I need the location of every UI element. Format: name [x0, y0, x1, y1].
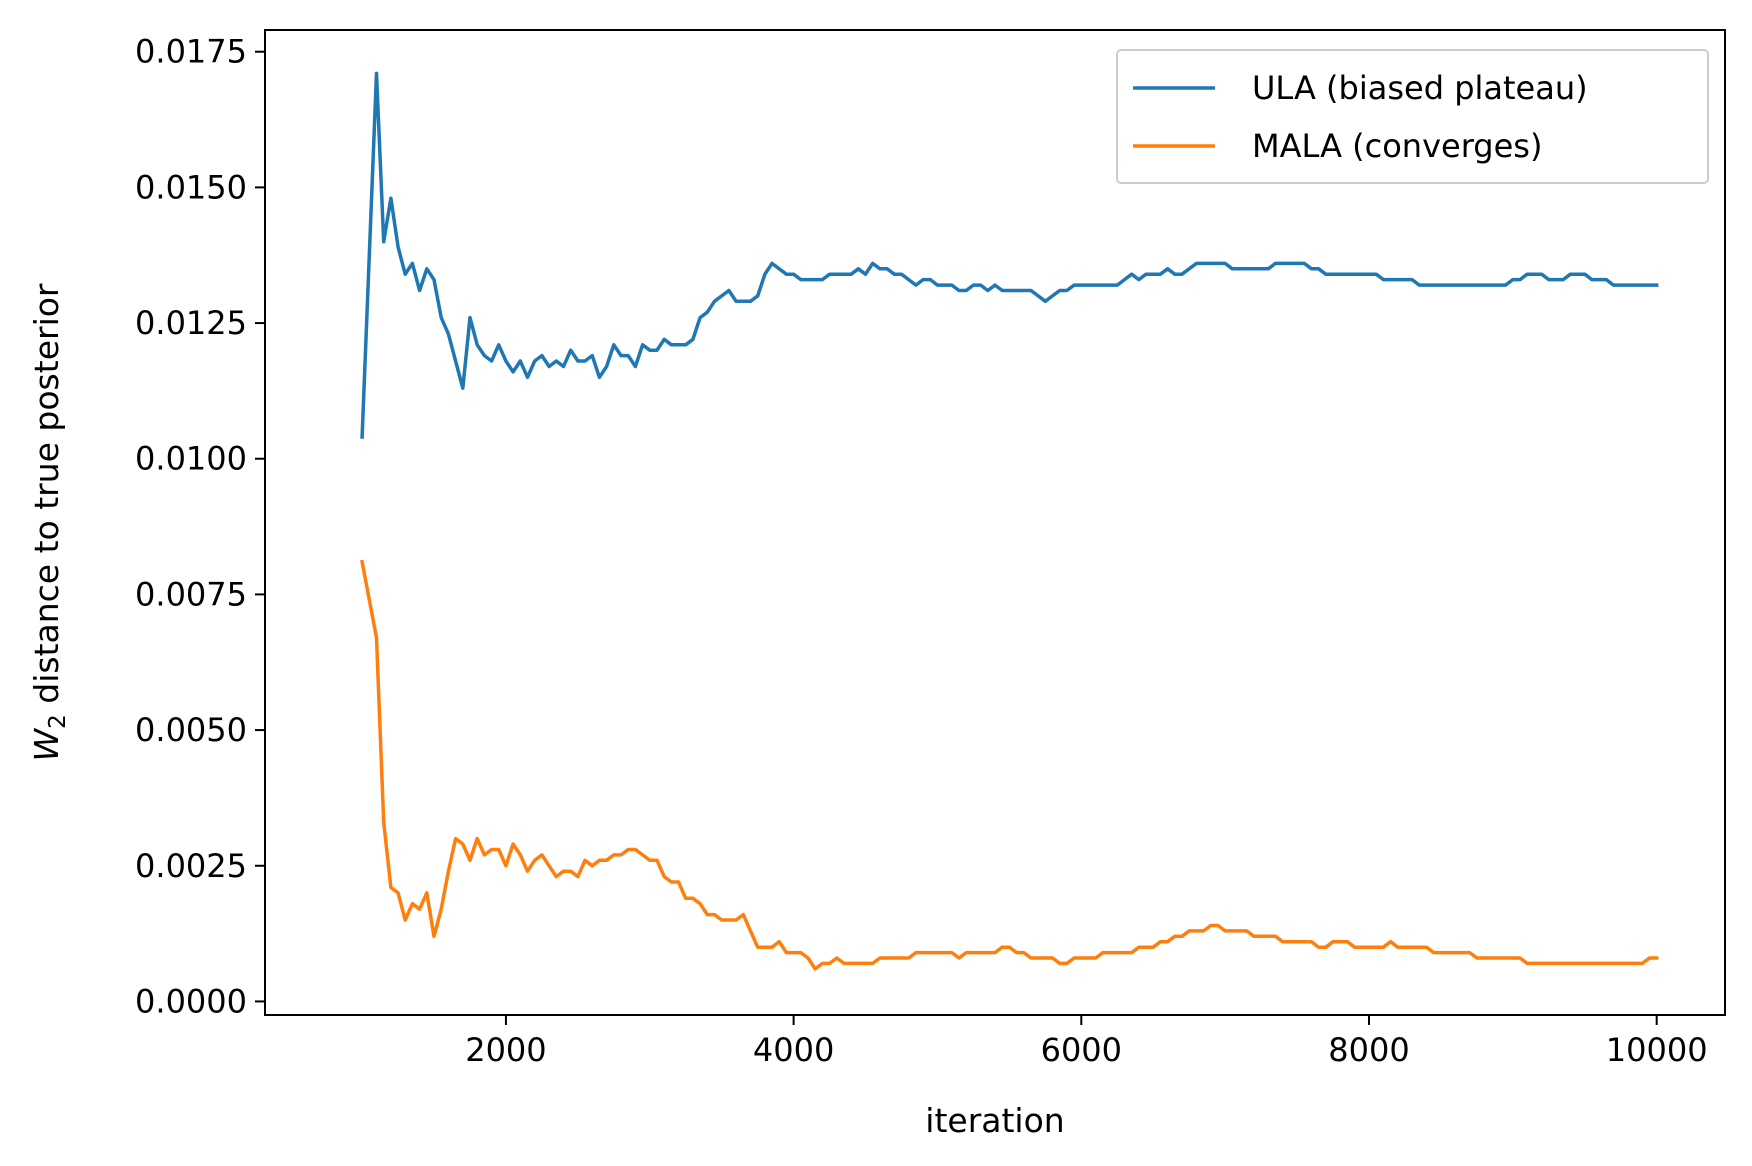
x-tick-label: 4000 [753, 1031, 834, 1069]
x-tick-label: 2000 [465, 1031, 546, 1069]
legend-label-ula: ULA (biased plateau) [1252, 69, 1588, 107]
y-axis-ticks: 0.0000 0.0025 0.0050 0.0075 0.0100 0.0125 0.01… [135, 33, 265, 1020]
series-line-0 [360, 71, 1659, 439]
plot-area-frame [264, 29, 1726, 1016]
y-axis-label-subscript: 2 [45, 714, 71, 729]
y-tick-label: 0.0025 [135, 847, 247, 885]
x-axis-ticks: 2000 4000 6000 8000 10000 [465, 1015, 1708, 1069]
legend: ULA (biased plateau) MALA (converges) [1116, 49, 1709, 184]
y-axis-label-variable: W [27, 728, 66, 762]
y-axis-label: W2 distance to true posterior [27, 283, 71, 761]
y-tick-label: 0.0100 [135, 440, 247, 478]
series-line-1 [360, 559, 1659, 971]
y-tick-label: 0.0150 [135, 168, 247, 206]
y-tick-label: 0.0050 [135, 711, 247, 749]
x-tick-label: 8000 [1328, 1031, 1409, 1069]
x-tick-label: 10000 [1606, 1031, 1708, 1069]
x-axis-label: iteration [925, 1101, 1064, 1140]
y-tick-label: 0.0175 [135, 33, 247, 71]
y-tick-label: 0.0075 [135, 575, 247, 613]
series-layer [360, 71, 1659, 971]
legend-label-mala: MALA (converges) [1252, 127, 1542, 165]
y-tick-label: 0.0125 [135, 304, 247, 342]
legend-box [1116, 49, 1709, 184]
y-axis-label-text: distance to true posterior [27, 283, 66, 714]
y-tick-label: 0.0000 [135, 982, 247, 1020]
x-tick-label: 6000 [1041, 1031, 1122, 1069]
